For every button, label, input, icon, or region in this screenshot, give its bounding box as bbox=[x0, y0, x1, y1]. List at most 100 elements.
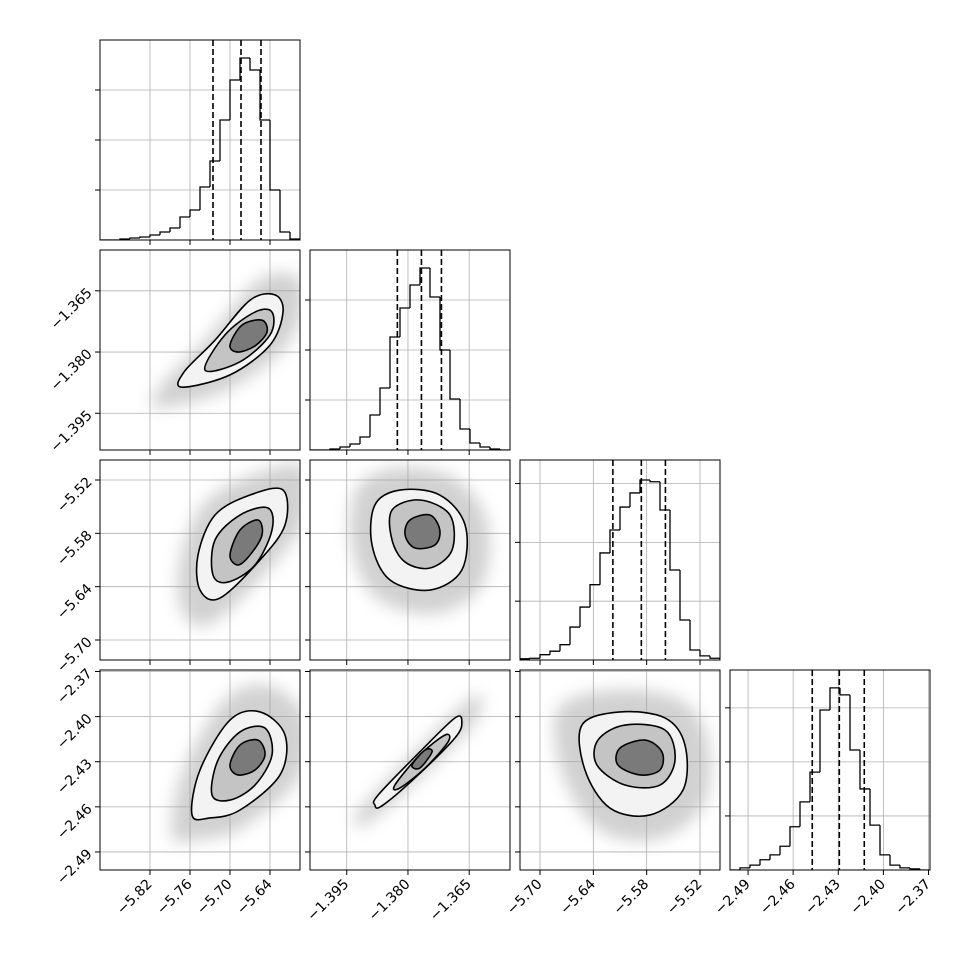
x-tick-label: −2.43 bbox=[802, 876, 844, 918]
histogram-bin bbox=[649, 480, 660, 483]
panel-frame bbox=[99, 669, 301, 871]
histogram-bin bbox=[520, 658, 530, 660]
histogram-bin bbox=[549, 650, 560, 655]
histogram-bin bbox=[289, 232, 300, 240]
histogram-bin bbox=[589, 584, 600, 608]
density-contour bbox=[411, 748, 433, 770]
histogram-bin bbox=[669, 510, 680, 571]
histogram-bin bbox=[909, 867, 920, 870]
y-tick-label: −5.58 bbox=[54, 528, 96, 570]
histogram-bin bbox=[219, 119, 230, 161]
histogram-bin bbox=[139, 236, 150, 238]
density-contour bbox=[615, 739, 665, 776]
y-tick-label: −5.52 bbox=[54, 474, 96, 516]
histogram-bin bbox=[239, 57, 250, 80]
histogram-bin bbox=[489, 447, 500, 450]
histogram-bin bbox=[199, 186, 210, 210]
x-tick-label: −2.40 bbox=[847, 876, 889, 918]
y-tick-label: −2.49 bbox=[54, 846, 96, 888]
panel-frame bbox=[99, 39, 301, 241]
y-tick-label: −1.395 bbox=[48, 408, 96, 456]
histogram-bin bbox=[679, 570, 690, 621]
x-tick-label: −5.52 bbox=[664, 876, 706, 918]
histogram-bin bbox=[819, 709, 830, 773]
y-tick-label: −2.40 bbox=[54, 711, 96, 753]
histogram-bin bbox=[339, 446, 350, 449]
x-tick-label: −5.76 bbox=[154, 876, 196, 918]
x-tick-label: −5.64 bbox=[234, 876, 276, 918]
y-tick-label: −2.46 bbox=[54, 801, 96, 843]
histogram-bin bbox=[149, 234, 160, 237]
histogram-bin bbox=[619, 506, 630, 530]
x-tick-label: −5.70 bbox=[504, 876, 546, 918]
y-tick-label: −5.64 bbox=[54, 581, 96, 623]
panel-frame bbox=[519, 459, 721, 661]
x-tick-label: −1.395 bbox=[304, 876, 352, 924]
histogram-bin bbox=[899, 865, 910, 869]
histogram-bin bbox=[389, 336, 400, 388]
x-tick-label: −5.70 bbox=[194, 876, 236, 918]
histogram-bin bbox=[429, 268, 440, 298]
histogram-bin bbox=[399, 307, 410, 337]
histogram-bin bbox=[799, 801, 810, 827]
histogram-bin bbox=[559, 644, 570, 652]
histogram-bin bbox=[609, 529, 620, 553]
histogram-bin bbox=[449, 350, 460, 400]
x-tick-label: −5.58 bbox=[611, 876, 653, 918]
histogram-bin bbox=[249, 58, 260, 71]
x-tick-label: −5.64 bbox=[557, 876, 599, 918]
histogram-bin bbox=[629, 492, 640, 508]
y-tick-label: −2.43 bbox=[54, 756, 96, 798]
panel bbox=[353, 694, 482, 828]
x-tick-label: −2.49 bbox=[712, 876, 754, 918]
panel-frame bbox=[309, 249, 511, 451]
histogram-bin bbox=[499, 449, 510, 450]
histogram-bin bbox=[269, 120, 280, 191]
histogram-bin bbox=[529, 657, 540, 659]
y-tick-label: −5.70 bbox=[54, 634, 96, 676]
histogram-bin bbox=[739, 867, 750, 870]
panel-frame bbox=[99, 249, 301, 451]
histogram-bin bbox=[469, 429, 480, 444]
histogram-bin bbox=[369, 414, 380, 437]
y-tick-label: −1.380 bbox=[48, 346, 96, 394]
histogram-bin bbox=[699, 650, 710, 657]
y-tick-label: −1.365 bbox=[48, 285, 96, 333]
histogram-bin bbox=[539, 654, 550, 659]
histogram-bin bbox=[639, 479, 650, 493]
density-contour bbox=[229, 738, 266, 776]
histogram-bin bbox=[849, 694, 860, 751]
panel bbox=[177, 464, 300, 627]
histogram-bin bbox=[359, 436, 370, 444]
histogram-bin bbox=[859, 750, 870, 790]
histogram-bin bbox=[749, 864, 760, 868]
histogram-bin bbox=[209, 160, 220, 187]
histogram-bin bbox=[159, 231, 170, 235]
histogram-bin bbox=[459, 399, 470, 430]
histogram-bin bbox=[839, 687, 850, 696]
x-tick-label: −1.380 bbox=[366, 876, 414, 924]
x-tick-label: −1.365 bbox=[427, 876, 475, 924]
histogram-bin bbox=[879, 825, 890, 856]
histogram-bin bbox=[169, 227, 180, 232]
histogram-bin bbox=[129, 237, 140, 239]
histogram-bin bbox=[659, 481, 670, 511]
panel bbox=[553, 689, 711, 842]
histogram-bin bbox=[569, 626, 580, 645]
histogram-bin bbox=[379, 387, 390, 415]
histogram-bin bbox=[349, 443, 360, 447]
histogram-bin bbox=[439, 297, 450, 351]
histogram-bin bbox=[689, 620, 700, 651]
histogram-bin bbox=[829, 687, 840, 710]
histogram-bin bbox=[789, 826, 800, 847]
histogram-bin bbox=[709, 655, 720, 660]
panel bbox=[349, 467, 490, 615]
panel bbox=[171, 684, 300, 843]
panel-frame bbox=[519, 669, 721, 871]
panel bbox=[730, 670, 930, 870]
x-tick-label: −2.46 bbox=[757, 876, 799, 918]
panel-frame bbox=[309, 459, 511, 661]
histogram-bin bbox=[409, 284, 420, 308]
histogram-bin bbox=[229, 79, 240, 120]
